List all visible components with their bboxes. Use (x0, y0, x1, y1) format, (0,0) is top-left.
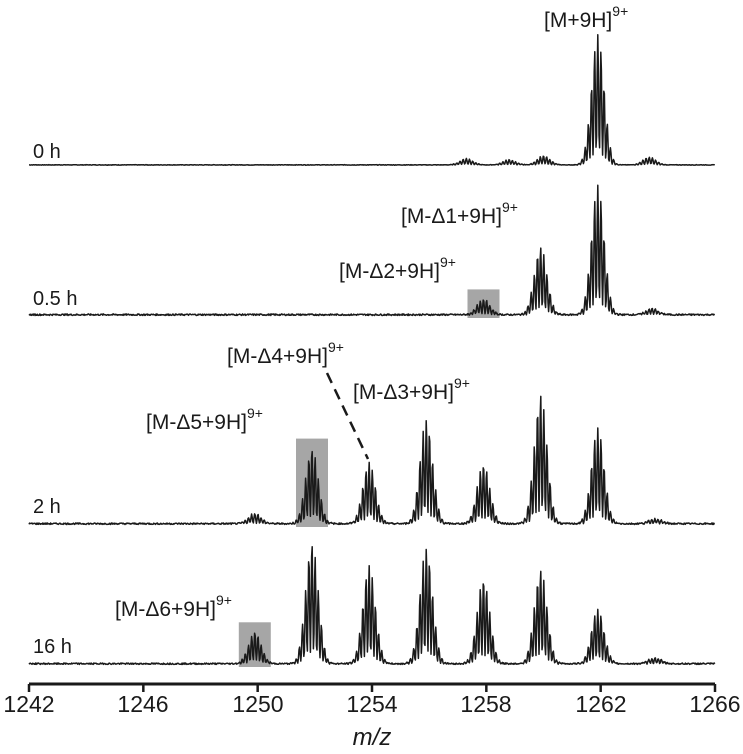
x-axis (27, 682, 717, 692)
x-tick-label: 1254 (346, 691, 398, 717)
spectrum-trace (28, 184, 716, 317)
x-tick-label: 1250 (232, 691, 284, 717)
x-axis-label: m/z (352, 724, 392, 751)
x-tick-label: 1262 (575, 691, 627, 717)
annotation-m-9h: [M+9H]9+ (544, 3, 629, 32)
leader-line-delta4 (325, 372, 370, 460)
trace-label-2h: 2 h (33, 496, 61, 518)
annotation-delta2: [M-Δ2+9H]9+ (339, 254, 456, 283)
annotation-delta5: [M-Δ5+9H]9+ (146, 405, 263, 434)
spectrum-trace (28, 395, 715, 526)
trace-label-16h: 16 h (33, 636, 72, 658)
x-tick-label: 1266 (689, 691, 741, 717)
spectrum-trace (28, 33, 715, 166)
annotation-delta3: [M-Δ3+9H]9+ (353, 375, 470, 404)
trace-label-0.5h: 0.5 h (33, 288, 78, 310)
spectrum-trace (28, 545, 716, 666)
x-tick-label: 1242 (3, 691, 55, 717)
annotation-delta4: [M-Δ4+9H]9+ (227, 339, 344, 368)
trace-label-0h: 0 h (33, 141, 61, 163)
x-tick-label: 1246 (117, 691, 169, 717)
x-tick-label: 1258 (460, 691, 512, 717)
annotation-delta6: [M-Δ6+9H]9+ (115, 592, 232, 621)
annotation-delta1: [M-Δ1+9H]9+ (401, 199, 518, 228)
spectra-traces (28, 33, 716, 666)
